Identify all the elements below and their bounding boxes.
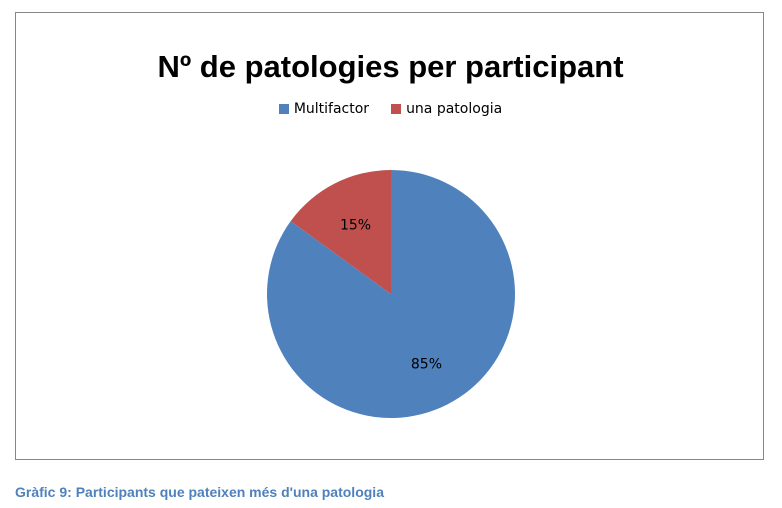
pie-chart: 85% 15% (266, 170, 515, 418)
pie-label-multifactor: 85% (411, 357, 442, 373)
legend-item-una-patologia: una patologia (391, 101, 502, 117)
legend-label-multifactor: Multifactor (293, 101, 370, 117)
legend-label-una-patologia: una patologia (406, 101, 503, 117)
legend-item-multifactor: Multifactor (278, 101, 370, 117)
legend-swatch-multifactor (278, 104, 289, 114)
pie-slice-una-patologia (290, 170, 391, 294)
chart-frame: Nº de patologies per participant Multifa… (15, 12, 764, 460)
pie-slices (266, 170, 515, 418)
chart-title: Nº de patologies per participant (157, 49, 624, 84)
pie-slice-multifactor (266, 170, 515, 418)
pie-label-una-patologia: 15% (340, 217, 371, 233)
pie-labels: 85% 15% (340, 217, 442, 372)
legend-swatch-una-patologia (391, 104, 402, 114)
figure-caption: Gràfic 9: Participants que pateixen més … (15, 484, 384, 500)
chart-legend: Multifactor una patologia (16, 101, 765, 117)
